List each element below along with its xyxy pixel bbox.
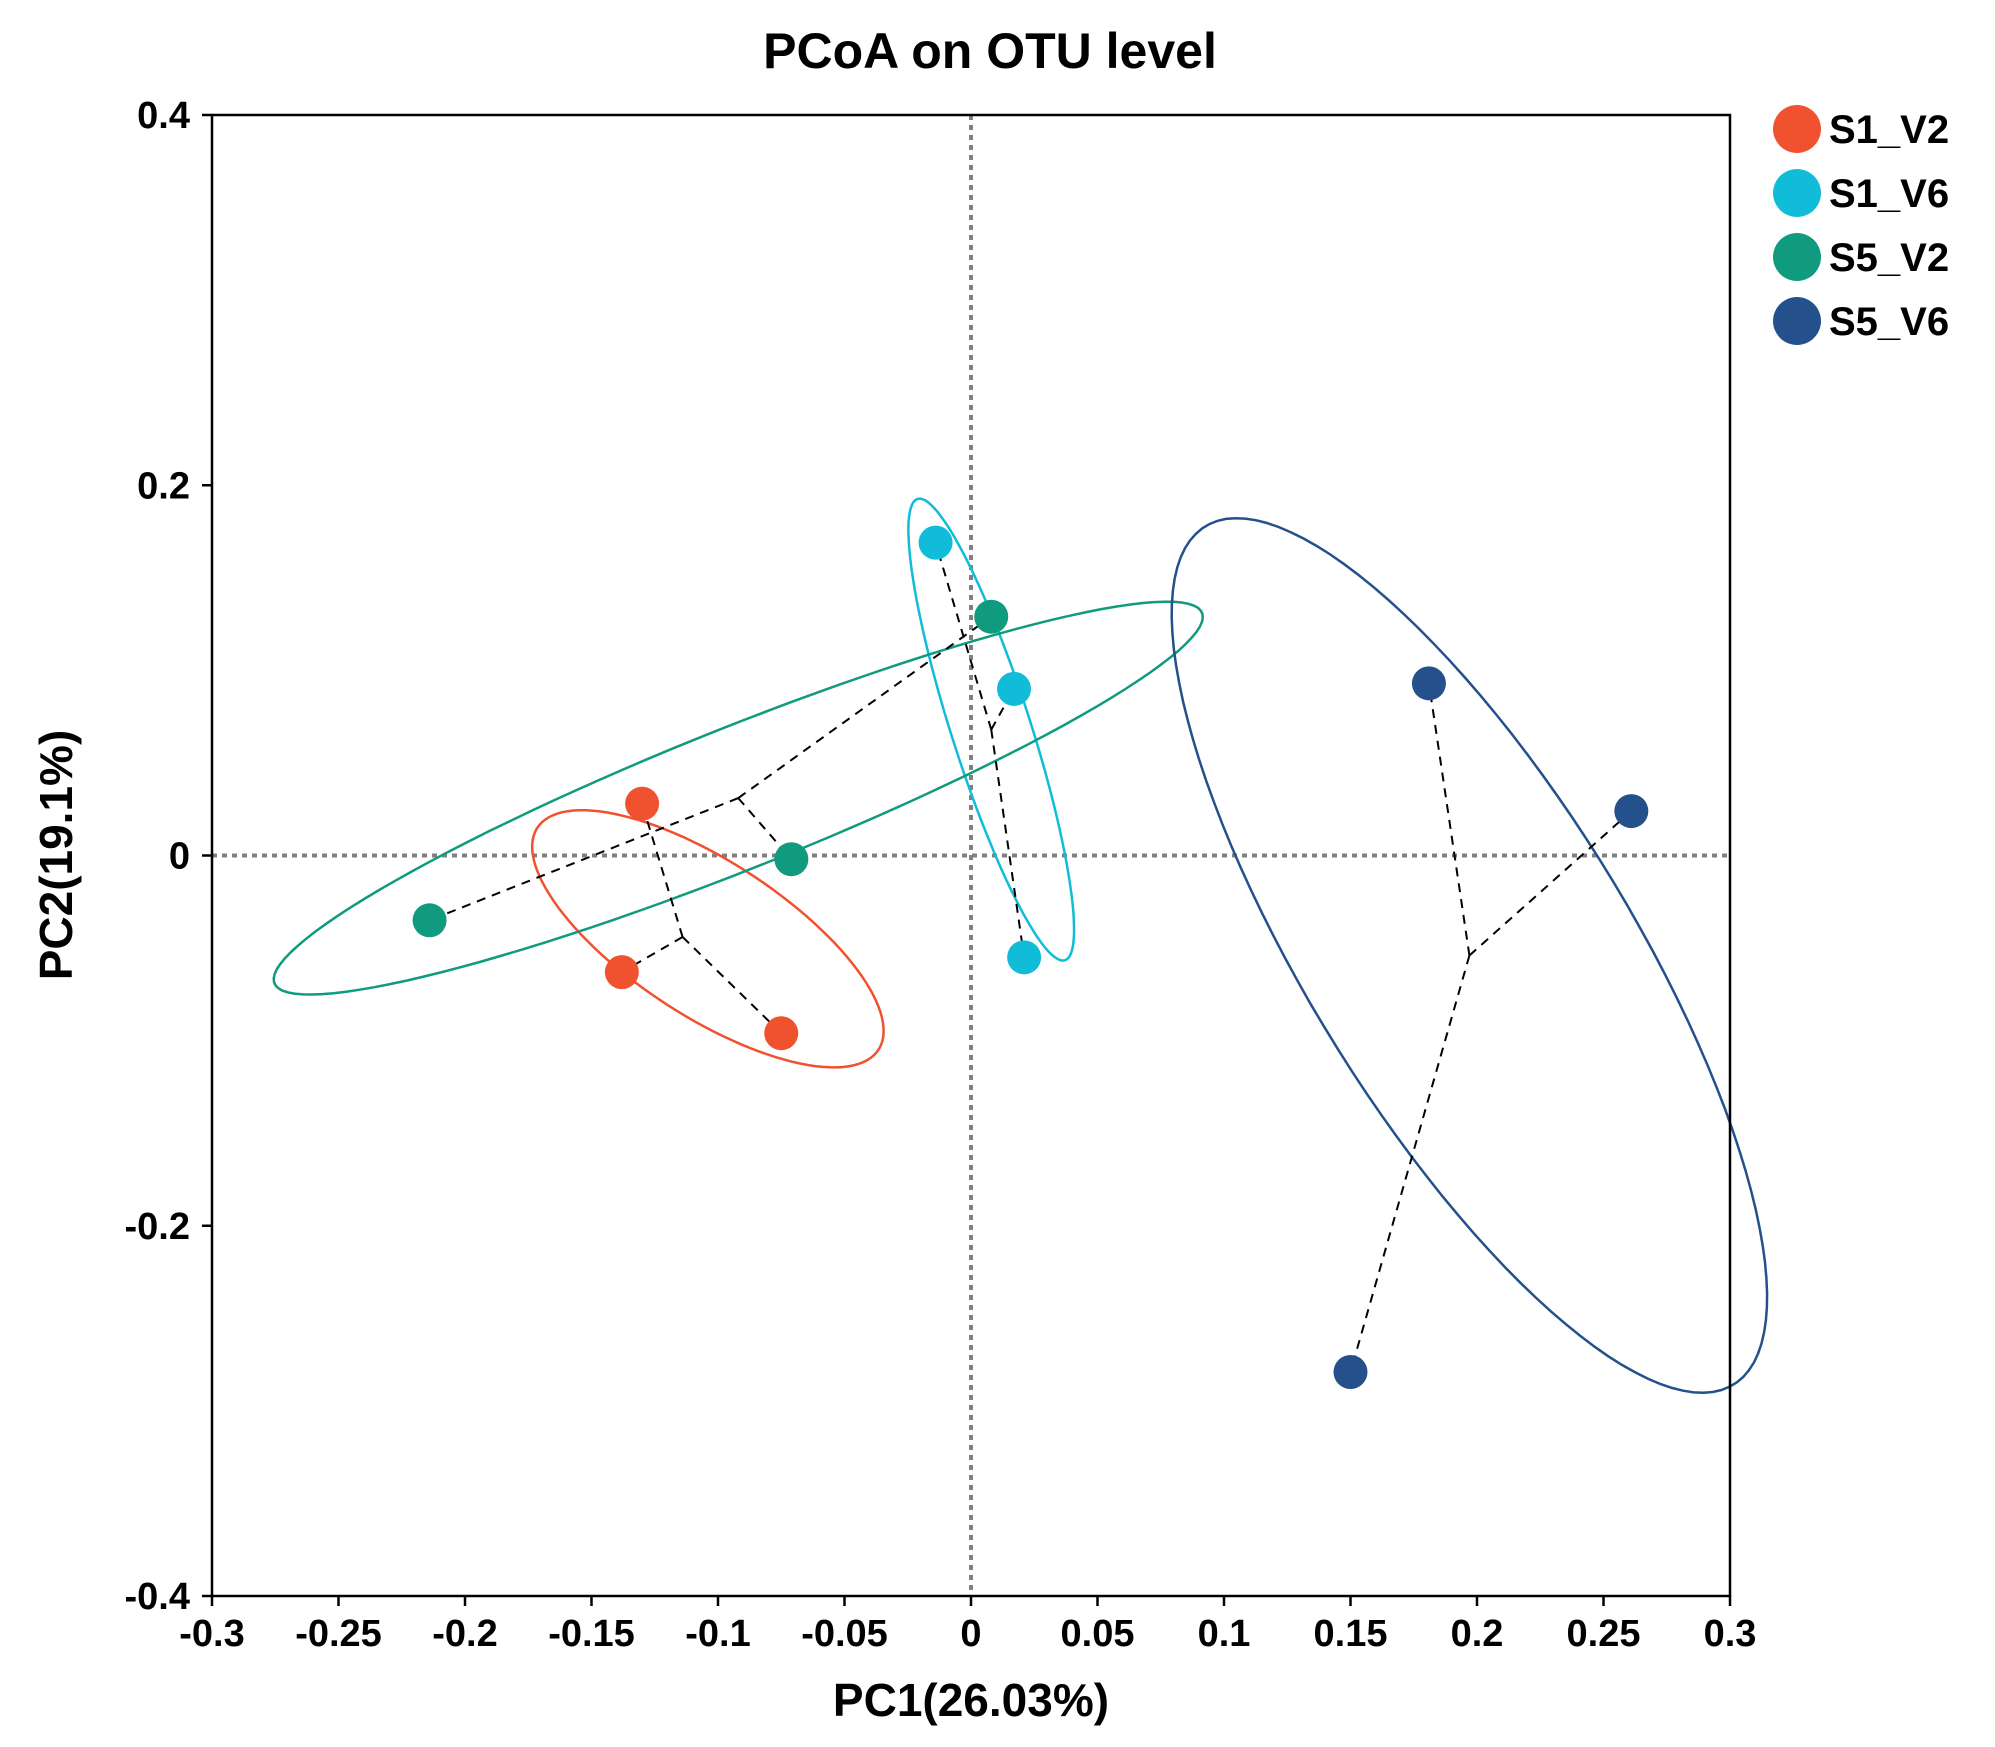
point-s5-v6-3 [1333,1354,1368,1389]
x-tick-label: 0.05 [1061,1613,1135,1655]
x-tick-label: -0.2 [432,1613,497,1655]
point-s1-v6-3 [1007,940,1042,975]
ellipse-s5-v2 [272,600,1205,996]
legend-label-s1-v2: S1_V2 [1829,108,1949,152]
legend-marker-s5-v6 [1773,297,1821,345]
confidence-ellipses [272,497,1769,1395]
legend-label-s1-v6: S1_V6 [1829,172,1949,216]
spoke-s1-v2-3 [681,936,782,1034]
spoke-s5-v6-3 [1349,955,1471,1373]
point-s5-v2-1 [412,903,447,938]
x-tick-label: -0.05 [801,1613,888,1655]
y-tick-label: 0.2 [137,465,190,507]
x-tick-label: -0.3 [179,1613,244,1655]
y-tick-label: 0 [169,836,190,878]
legend-marker-s1-v2 [1773,105,1821,153]
point-s1-v6-1 [918,525,953,560]
ellipse-s5-v6 [1170,516,1769,1395]
legend: S1_V2 S1_V6 S5_V2 S5_V6 [1773,105,1949,345]
spoke-s5-v6-2 [1468,810,1632,957]
x-tick-label: 0.25 [1567,1613,1641,1655]
legend-marker-s5-v2 [1773,233,1821,281]
point-s5-v6-2 [1614,794,1649,829]
ellipse-s1-v2 [530,808,885,1069]
point-s1-v2-2 [604,955,639,990]
point-s1-v2-3 [764,1016,799,1051]
spoke-s1-v6-3 [990,729,1026,958]
y-tick-label: -0.2 [125,1206,190,1248]
spoke-s5-v2-1 [429,797,739,922]
x-tick-label: 0.1 [1198,1613,1251,1655]
x-tick-label: -0.15 [548,1613,635,1655]
sample-points [412,525,1649,1389]
chart-title: PCoA on OTU level [763,23,1217,79]
x-tick-label: 0.2 [1451,1613,1504,1655]
y-tick-label: 0.4 [137,95,190,137]
x-tick-label: -0.25 [295,1613,382,1655]
point-s1-v2-1 [625,786,660,821]
x-tick-label: 0 [960,1613,981,1655]
legend-label-s5-v2: S5_V2 [1829,236,1949,280]
reference-lines [212,115,1730,1596]
centroid-spokes [429,542,1632,1373]
spoke-s1-v2-2 [621,936,684,973]
x-axis-label: PC1(26.03%) [833,1674,1109,1726]
legend-label-s5-v6: S5_V6 [1829,300,1949,344]
point-s5-v2-2 [774,842,809,877]
x-tick-label: 0.15 [1314,1613,1388,1655]
spoke-s5-v2-3 [737,615,992,799]
y-axis-label: PC2(19.1%) [30,730,82,981]
point-s1-v6-2 [997,671,1032,706]
point-s5-v6-1 [1411,666,1446,701]
x-tick-label: -0.1 [685,1613,750,1655]
legend-marker-s1-v6 [1773,169,1821,217]
point-s5-v2-3 [974,599,1009,634]
spoke-s5-v6-1 [1427,683,1471,956]
ellipse-s1-v6 [907,497,1076,962]
spoke-s1-v2-1 [641,803,684,938]
y-tick-label: -0.4 [125,1576,190,1618]
axis-ticks: -0.3 -0.25 -0.2 -0.15 -0.1 -0.05 0 0.05 0.1 0.15 0… [125,95,1757,1655]
x-tick-label: 0.3 [1704,1613,1757,1655]
